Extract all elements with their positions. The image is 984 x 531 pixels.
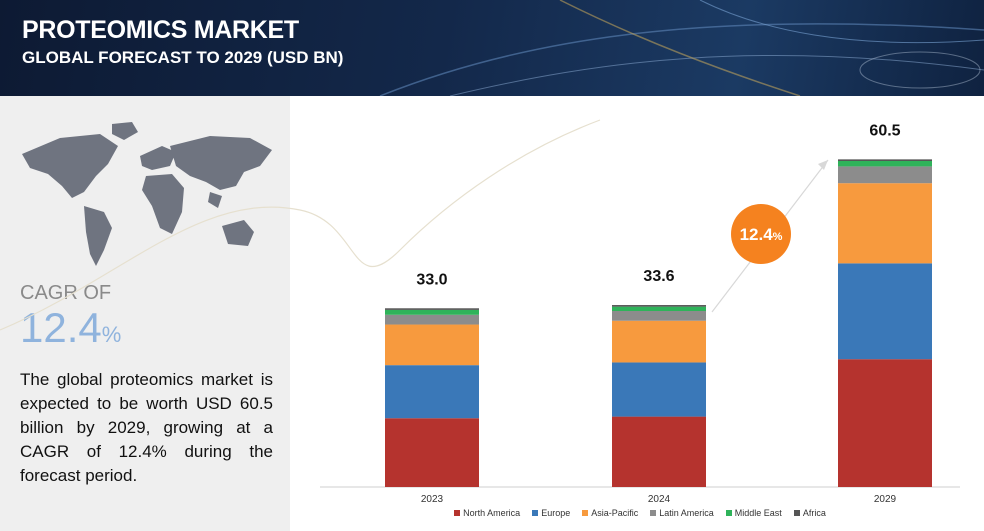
bar-segment bbox=[612, 311, 706, 321]
bar-segment bbox=[612, 320, 706, 363]
legend-swatch bbox=[650, 510, 657, 516]
bar-segment bbox=[838, 183, 932, 264]
legend-item: Middle East bbox=[725, 508, 782, 518]
legend-swatch bbox=[532, 510, 539, 516]
legend-swatch bbox=[725, 510, 732, 516]
bar-segment bbox=[612, 306, 706, 311]
header-decoration bbox=[379, 0, 984, 96]
legend-label: Africa bbox=[802, 508, 826, 518]
arrow-head bbox=[818, 160, 828, 170]
bar-segment bbox=[612, 416, 706, 487]
x-tick-label: 2029 bbox=[874, 494, 897, 505]
cagr-number: 12.4 bbox=[20, 304, 102, 351]
bar-segment bbox=[385, 418, 479, 487]
bar-segment bbox=[838, 263, 932, 360]
cagr-label: CAGR OF bbox=[20, 282, 112, 304]
legend-item: Africa bbox=[793, 508, 826, 518]
header: PROTEOMICS MARKET GLOBAL FORECAST TO 202… bbox=[0, 0, 984, 96]
legend-swatch bbox=[454, 510, 461, 516]
subtitle: GLOBAL FORECAST TO 2029 (USD BN) bbox=[22, 48, 344, 67]
legend: North America Europe Asia-Pacific Latin Ame… bbox=[320, 508, 960, 518]
bar-segment bbox=[838, 166, 932, 184]
cagr-unit: % bbox=[101, 322, 122, 347]
bar-segment bbox=[838, 359, 932, 487]
bar-segment bbox=[385, 308, 479, 310]
legend-label: Middle East bbox=[734, 508, 782, 518]
bar-segment bbox=[385, 309, 479, 315]
bar-segment bbox=[385, 365, 479, 419]
x-tick-label: 2023 bbox=[421, 494, 444, 505]
legend-swatch bbox=[793, 510, 800, 516]
callout-text: 12.4% bbox=[740, 225, 783, 244]
total-label: 33.0 bbox=[416, 271, 447, 288]
callout-value: 12.4 bbox=[740, 225, 774, 244]
total-label: 60.5 bbox=[869, 122, 900, 139]
legend-label: Asia-Pacific bbox=[591, 508, 639, 518]
legend-item: Latin America bbox=[650, 508, 714, 518]
legend-label: North America bbox=[463, 508, 521, 518]
callout-unit: % bbox=[773, 231, 783, 243]
legend-item: North America bbox=[454, 508, 520, 518]
bar-segment bbox=[838, 159, 932, 161]
bar-segment bbox=[385, 324, 479, 366]
legend-item: Asia-Pacific bbox=[582, 508, 638, 518]
legend-label: Latin America bbox=[659, 508, 714, 518]
world-map bbox=[22, 122, 272, 266]
legend-swatch bbox=[582, 510, 589, 516]
cagr-value: 12.4% bbox=[20, 304, 121, 352]
legend-item: Europe bbox=[532, 508, 570, 518]
bar-segment bbox=[838, 160, 932, 167]
sidebar: CAGR OF 12.4% The global proteomics mark… bbox=[0, 96, 290, 531]
title: PROTEOMICS MARKET bbox=[22, 16, 299, 44]
total-label: 33.6 bbox=[643, 268, 674, 285]
legend-label: Europe bbox=[541, 508, 571, 518]
x-tick-label: 2024 bbox=[648, 494, 671, 505]
callout-bubble bbox=[731, 204, 791, 264]
description: The global proteomics market is expected… bbox=[20, 370, 273, 485]
bar-segment bbox=[612, 362, 706, 417]
bar-segment bbox=[612, 305, 706, 307]
bar-segment bbox=[385, 314, 479, 325]
decoration-curve bbox=[0, 119, 601, 331]
